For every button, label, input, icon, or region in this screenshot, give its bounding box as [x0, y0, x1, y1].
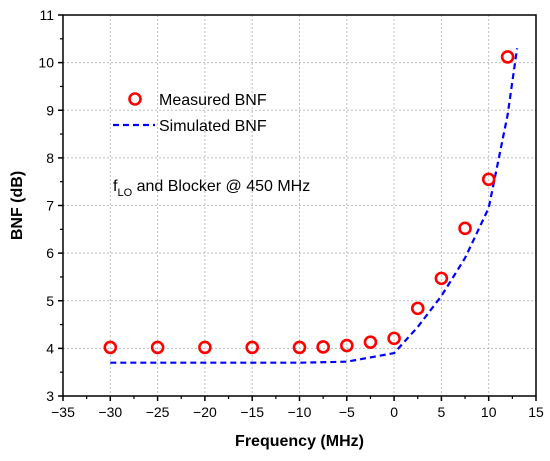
- x-tick-label: 0: [390, 404, 398, 420]
- measured-bnf-point: [245, 340, 259, 355]
- measured-bnf-point: [292, 340, 307, 355]
- legend-marker-measured: [128, 92, 142, 106]
- x-tick-label: −30: [98, 404, 122, 420]
- x-tick-label: 15: [528, 404, 544, 420]
- y-tick-label: 5: [46, 293, 54, 309]
- measured-bnf-point: [363, 335, 378, 349]
- x-tick-label: −20: [193, 404, 217, 420]
- axis-ticks: −35 −30 −25 −20 −15 −10 −5 0 5 10 15 3 4 5 6 7 8 9 10 11: [38, 7, 544, 420]
- legend-label-measured: Measured BNF: [159, 92, 267, 109]
- measured-bnf-point: [410, 301, 425, 316]
- y-tick-label: 8: [46, 150, 54, 166]
- legend-label-simulated: Simulated BNF: [159, 118, 267, 135]
- x-tick-label: −15: [240, 404, 264, 420]
- annotation-subscript: LO: [117, 187, 132, 199]
- measured-bnf-point: [387, 331, 401, 346]
- measured-bnf-point: [198, 340, 212, 355]
- x-tick-label: 10: [481, 404, 497, 420]
- annotation: fLO and Blocker @ 450 MHz: [113, 178, 310, 199]
- legend: Measured BNF Simulated BNF: [113, 92, 267, 135]
- y-tick-label: 3: [46, 388, 54, 404]
- annotation-f: f: [113, 178, 118, 195]
- measured-bnf-point: [481, 172, 496, 187]
- y-tick-label: 7: [46, 198, 54, 214]
- y-tick-label: 9: [46, 102, 54, 118]
- x-tick-label: −5: [339, 404, 355, 420]
- measured-bnf-point: [500, 50, 515, 64]
- plot-series: [103, 48, 519, 364]
- x-axis-title: Frequency (MHz): [235, 433, 364, 450]
- y-tick-label: 11: [39, 7, 54, 23]
- simulated-bnf-line: [110, 48, 519, 364]
- x-tick-label: −25: [146, 404, 170, 420]
- x-tick-label: 5: [438, 404, 446, 420]
- measured-bnf-point: [339, 338, 354, 353]
- measured-bnf-point: [434, 271, 449, 286]
- measured-bnf-point: [103, 340, 118, 355]
- y-tick-label: 10: [38, 55, 54, 71]
- measured-bnf-point: [316, 340, 330, 354]
- measured-bnf-point: [458, 221, 472, 236]
- measured-bnf-point: [150, 340, 165, 355]
- x-tick-label: −35: [51, 404, 75, 420]
- grid: [63, 15, 536, 396]
- y-axis-title: BNF (dB): [9, 171, 26, 240]
- y-tick-label: 4: [46, 340, 54, 356]
- x-tick-label: −10: [288, 404, 312, 420]
- y-tick-label: 6: [46, 245, 54, 261]
- annotation-text: and Blocker @ 450 MHz: [132, 178, 310, 195]
